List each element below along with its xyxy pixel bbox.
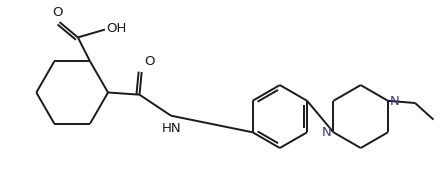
Text: O: O (53, 6, 63, 19)
Text: N: N (390, 95, 400, 108)
Text: OH: OH (107, 22, 127, 35)
Text: HN: HN (162, 122, 182, 135)
Text: N: N (322, 126, 332, 139)
Text: O: O (145, 56, 155, 68)
